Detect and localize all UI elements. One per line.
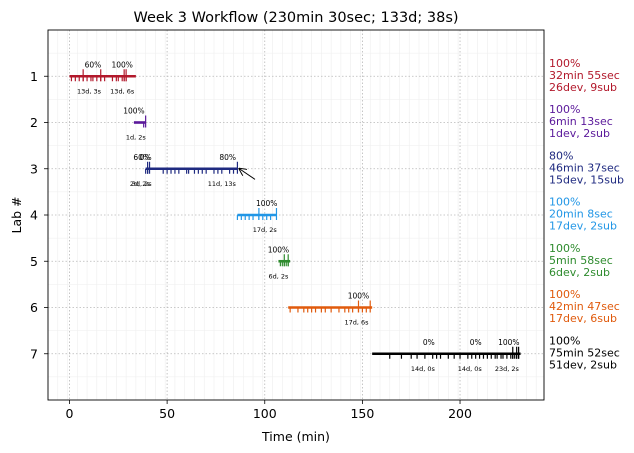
percent-label: 100% [256,199,277,208]
lab-2-summary-line: 1dev, 2sub [549,127,610,140]
chart-title: Week 3 Workflow (230min 30sec; 133d; 38s… [133,10,458,26]
lab-6-summary-line: 42min 47sec [549,300,620,313]
lab-2-summary-line: 6min 13sec [549,115,613,128]
lab-row-6: 100% 17d, 6s [288,292,373,327]
detail-label: 13d, 3s [77,87,102,95]
x-tick-label: 150 [350,406,374,421]
percent-label: 100% [111,60,132,69]
y-tick-label: 3 [30,161,38,176]
lab-1-summary-line: 100% [549,57,580,70]
lab-5-summary-line: 6dev, 2sub [549,266,610,279]
percent-label: 100% [123,107,144,116]
detail-label: 3d, 2s [132,180,153,188]
lab-7-summary-line: 51dev, 2sub [549,358,617,371]
lab-4-summary-line: 100% [549,196,580,209]
lab-row-5: 100% 6d, 2s [268,245,291,280]
lab-7-summary-line: 100% [549,334,580,347]
lab-3-summary-line: 80% [549,149,573,162]
annotation-arrow [239,169,256,180]
lab-5-summary-line: 100% [549,242,580,255]
percent-label: 80% [219,153,236,162]
lab-row-2: 100% 1d, 2s [123,107,146,142]
detail-label: 17d, 2s [253,226,278,234]
y-tick-label: 6 [30,300,38,315]
detail-label: 14d, 0s [458,365,483,373]
lab-1-summary-line: 32min 55sec [549,69,620,82]
lab-6-summary-line: 100% [549,288,580,301]
lab-6-summary-line: 17dev, 6sub [549,312,617,325]
y-tick-label: 5 [30,254,38,269]
detail-label: 11d, 13s [208,180,237,188]
detail-label: 14d, 0s [411,365,436,373]
lab-2-summary-line: 100% [549,103,580,116]
detail-label: 1d, 2s [126,134,147,142]
y-axis-label: Lab # [9,196,24,233]
lab-row-4: 100% 17d, 2s [236,199,278,234]
detail-label: 6d, 2s [268,272,289,280]
percent-label: 100% [498,338,519,347]
percent-label: 0% [470,338,482,347]
lab-3-summary-line: 46min 37sec [549,161,620,174]
plot-area: 0 50 100 150 200 1 2 3 4 5 6 7 60% 100% 13d, 3s 13d, 6s… [30,29,545,421]
lab-3-summary-line: 15dev, 15sub [549,173,624,186]
y-tick-label: 1 [30,69,38,84]
lab-row-7: 0% 0% 100% 14d, 0s 14d, 0s 23d, 2s [372,338,521,373]
y-tick-label: 4 [30,208,38,223]
percent-label: 60% [85,60,102,69]
x-axis-label: Time (min) [261,429,330,444]
lab-4-summary-line: 17dev, 2sub [549,220,617,233]
lab-7-summary-line: 75min 52sec [549,346,620,359]
percent-label: 0% [423,338,435,347]
detail-label: 2d, 2s [130,180,151,188]
percent-label: 0% [140,153,152,162]
lab-row-1: 60% 100% 13d, 3s 13d, 6s [69,60,136,95]
detail-label: 13d, 6s [110,87,135,95]
lab-4-summary-line: 20min 8sec [549,208,613,221]
percent-label: 60% [133,153,150,162]
x-tick-label: 50 [159,406,175,421]
detail-label: 17d, 6s [345,319,370,327]
x-tick-label: 200 [448,406,472,421]
percent-label: 100% [348,292,369,301]
detail-label: 23d, 2s [495,365,520,373]
x-tick-label: 100 [253,406,277,421]
x-tick-label: 0 [66,406,74,421]
y-tick-label: 2 [30,115,38,130]
percent-label: 100% [268,245,289,254]
y-tick-label: 7 [30,346,38,361]
lab-1-summary-line: 26dev, 9sub [549,81,617,94]
lab-5-summary-line: 5min 58sec [549,254,613,267]
